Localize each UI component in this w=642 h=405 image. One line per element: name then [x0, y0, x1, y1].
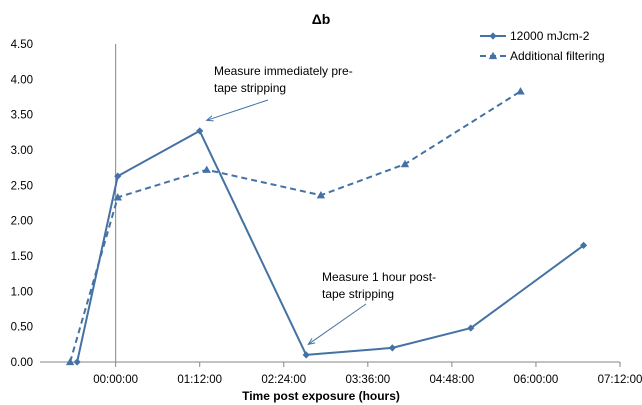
series-2-line	[69, 90, 522, 363]
y-tick-label: 1.00	[11, 286, 33, 298]
x-tick-label: 03:36:00	[345, 374, 390, 386]
series-1-point	[388, 344, 396, 352]
annotation-arrow	[307, 303, 367, 345]
y-tick-label: 0.00	[11, 357, 33, 369]
series-2-point	[400, 159, 410, 168]
annotation-1: Measure immediately pre-tape stripping	[205, 64, 353, 122]
annotation-text: Measure 1 hour post-	[322, 270, 436, 284]
series-1-line	[76, 129, 585, 363]
series-2-point	[113, 193, 122, 201]
y-tick-label: 1.50	[11, 251, 33, 263]
legend-label: Additional filtering	[510, 49, 605, 63]
series-2-point	[316, 191, 326, 199]
annotation-2: Measure 1 hour post-tape stripping	[307, 270, 436, 346]
y-tick-label: 2.50	[11, 180, 33, 192]
series-2-point	[202, 165, 211, 173]
legend-item-2: Additional filtering	[480, 49, 605, 63]
x-tick-label: 01:12:00	[177, 374, 222, 386]
legend-swatch-marker	[488, 51, 498, 60]
annotations-layer: Measure immediately pre-tape strippingMe…	[205, 64, 436, 346]
y-tick-label: 3.50	[11, 110, 33, 122]
annotation-arrow	[206, 99, 269, 121]
series-2-point	[65, 357, 75, 366]
annotation-text: tape stripping	[322, 287, 394, 301]
annotation-arrowhead	[205, 115, 214, 122]
x-tick-label: 00:00:00	[93, 374, 138, 386]
chart-title: Δb	[312, 11, 331, 27]
legend: 12000 mJcm-2 Additional filtering	[480, 29, 605, 63]
x-tick-label: 02:24:00	[261, 374, 306, 386]
series-2-point	[516, 87, 525, 95]
series-1-point	[302, 351, 310, 359]
legend-item-1: 12000 mJcm-2	[480, 29, 590, 43]
y-tick-label: 4.00	[11, 74, 33, 86]
legend-label: 12000 mJcm-2	[510, 29, 590, 43]
y-tick-label: 3.00	[11, 145, 33, 157]
y-axis: 0.00 0.50 1.00 1.50 2.00 2.50 3.00 3.50 4.00 4.50	[11, 39, 33, 369]
x-tick-label: 06:00:00	[514, 374, 559, 386]
x-tick-label: 04:48:00	[430, 374, 475, 386]
x-axis-label: Time post exposure (hours)	[242, 389, 400, 403]
series-2	[65, 87, 525, 366]
series-1-point	[467, 324, 475, 332]
y-tick-label: 4.50	[11, 39, 33, 51]
y-tick-label: 0.50	[11, 322, 33, 334]
legend-swatch-marker	[489, 32, 497, 40]
series-1	[73, 127, 588, 366]
x-tick-label: 07:12:00	[598, 374, 642, 386]
annotation-text: Measure immediately pre-	[214, 64, 353, 78]
series-1-point	[73, 358, 81, 366]
x-axis: 00:00:00 01:12:00 02:24:00 03:36:00 04:48:00…	[40, 44, 642, 386]
annotation-arrowhead	[307, 338, 316, 346]
y-tick-label: 2.00	[11, 216, 33, 228]
series-1-point	[196, 127, 204, 135]
annotation-text: tape stripping	[214, 81, 286, 95]
series-1-point	[114, 172, 122, 180]
series-1-point	[579, 241, 588, 249]
series-layer	[65, 87, 588, 366]
